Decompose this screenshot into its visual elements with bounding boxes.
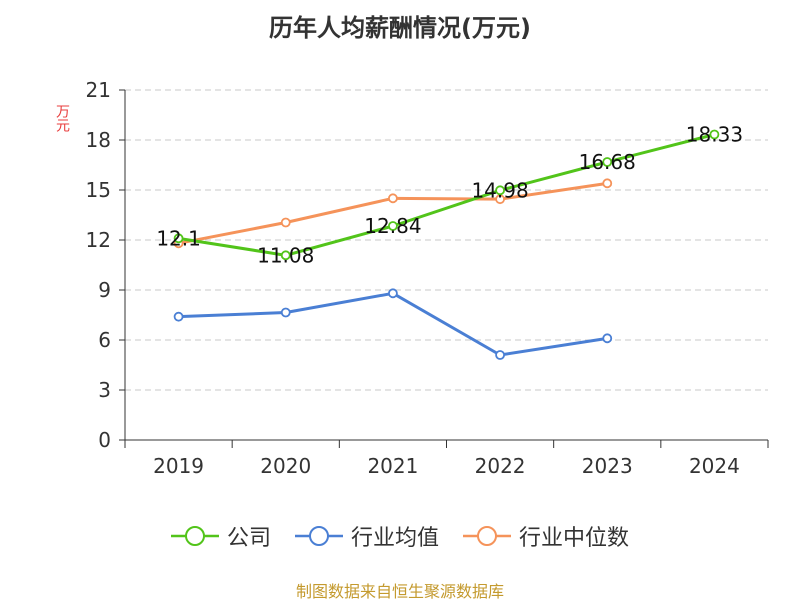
y-tick-label: 6 [98,328,111,352]
data-point [173,233,184,244]
data-point [495,350,505,360]
chart-title: 历年人均薪酬情况(万元) [269,14,531,42]
data-point [602,178,613,189]
data-point [388,288,398,299]
x-tick-label: 2024 [689,454,740,478]
data-label: 11.08 [257,243,314,267]
x-tick-label: 2019 [153,454,204,478]
data-point [602,157,613,167]
data-point [388,193,398,204]
data-point [173,311,184,322]
x-tick-label: 2023 [582,454,633,478]
legend-marker-icon [170,526,219,546]
data-source-note: 制图数据来自恒生聚源数据库 [295,582,504,601]
x-tick-label: 2020 [260,454,311,478]
y-tick-label: 3 [98,378,111,402]
legend-label: 行业中位数 [519,526,630,551]
y-tick-label: 0 [98,428,111,452]
axis-layer: 0 3 6 9 12 15 18 21 2019 2020 2021 2022 2023 2024 [86,78,769,478]
data-point [495,185,505,196]
data-point [602,333,613,344]
data-label: 12.84 [364,214,421,238]
data-point [388,221,398,231]
y-tick-label: 18 [86,128,111,152]
y-tick-label: 15 [86,178,111,202]
data-label: 16.68 [579,150,636,174]
grid-layer [125,89,768,391]
series-line [178,291,608,357]
legend-marker-icon [294,526,343,546]
y-axis-label: 万元 [54,104,70,132]
legend-item-company[interactable]: 公司 [170,520,271,552]
data-label-layer: 12.1 11.08 12.84 14.98 16.68 18.33 [156,123,743,268]
data-point [280,217,291,228]
data-label: 12.1 [156,226,201,250]
data-point [280,307,291,318]
data-label: 14.98 [471,178,528,202]
legend-label: 公司 [226,526,271,551]
legend-label: 行业均值 [350,526,439,551]
data-point [280,250,291,261]
data-point [709,129,720,140]
legend-item-industry-mean[interactable]: 行业均值 [294,520,439,552]
series-line [178,133,715,257]
y-tick-label: 12 [86,228,111,252]
y-tick-label: 21 [86,78,111,102]
data-label: 18.33 [686,123,743,147]
y-tick-label: 9 [98,278,111,302]
series-layer [173,129,720,360]
legend-marker-icon [463,526,511,546]
x-tick-label: 2021 [367,454,418,478]
x-tick-label: 2022 [475,454,526,478]
legend: 公司 行业均值 行业中位数 [0,520,800,552]
legend-item-industry-median[interactable]: 行业中位数 [463,520,629,552]
